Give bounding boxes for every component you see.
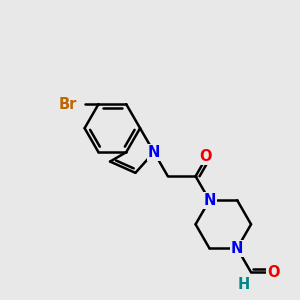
- Text: Br: Br: [58, 97, 77, 112]
- Text: H: H: [238, 277, 250, 292]
- Text: O: O: [199, 149, 211, 164]
- Text: N: N: [231, 241, 243, 256]
- Text: N: N: [203, 193, 216, 208]
- Text: O: O: [267, 265, 280, 280]
- Text: N: N: [148, 145, 160, 160]
